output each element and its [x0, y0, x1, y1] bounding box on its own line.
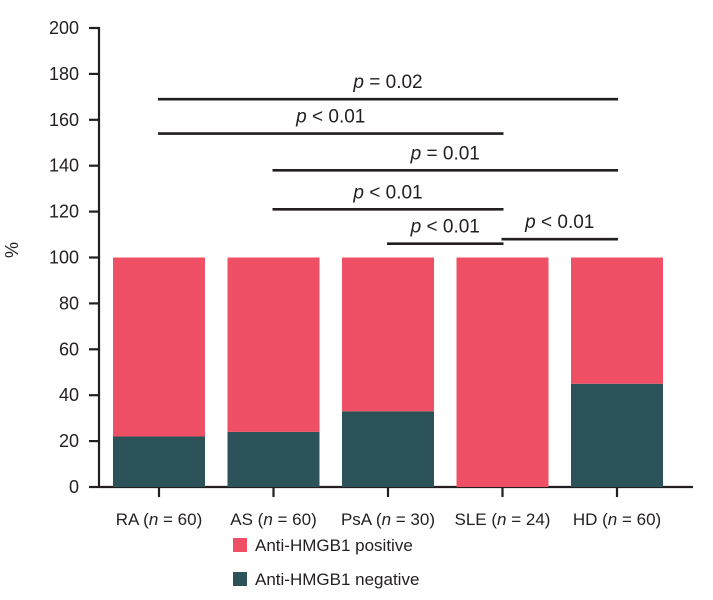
y-axis-label: % [2, 242, 22, 258]
bar-segment [113, 436, 205, 487]
bar-segment [571, 383, 663, 487]
bar-segment [227, 431, 320, 487]
y-tick-label: 60 [59, 339, 79, 359]
x-axis: RA (n = 60) AS (n = 60) PsA (n = 30) SLE (n… [99, 485, 693, 529]
bar-segment [227, 257, 320, 432]
legend-swatch [233, 572, 247, 586]
y-tick-label: 180 [49, 64, 79, 84]
legend-swatch [233, 538, 247, 552]
bar-segment [571, 257, 663, 384]
significance-label: p < 0.01 [524, 212, 594, 233]
legend-label: Anti-HMGB1 negative [255, 570, 419, 589]
x-tick-label: SLE (n = 24) [455, 510, 551, 529]
x-tick-label: PsA (n = 30) [341, 510, 435, 529]
bar-segment [342, 257, 434, 412]
y-tick-label: 100 [49, 248, 79, 268]
x-tick-label: AS (n = 60) [230, 510, 316, 529]
y-tick-label: 140 [49, 156, 79, 176]
significance-label: p = 0.02 [352, 72, 422, 93]
bar-segment [113, 257, 205, 437]
significance-label: p < 0.01 [352, 182, 422, 203]
x-tick-label: HD (n = 60) [573, 510, 661, 529]
bars [113, 257, 663, 487]
y-tick-label: 120 [49, 202, 79, 222]
y-tick-label: 0 [69, 477, 79, 497]
significance-brackets: p = 0.02 p < 0.01 p = 0.01 p < 0.01 p < 0.01… [158, 72, 618, 246]
legend-label: Anti-HMGB1 positive [255, 536, 413, 555]
y-axis: 0 20 40 60 80 100 120 140 160 180 200 [49, 18, 101, 497]
bar-segment [342, 411, 434, 487]
y-tick-label: 200 [49, 18, 79, 38]
y-tick-label: 20 [59, 431, 79, 451]
y-tick-label: 40 [59, 385, 79, 405]
significance-label: p < 0.01 [295, 107, 365, 128]
significance-label: p = 0.01 [410, 143, 480, 164]
x-tick-label: RA (n = 60) [116, 510, 202, 529]
significance-label: p < 0.01 [410, 217, 480, 238]
bar-segment [456, 257, 549, 487]
y-tick-label: 80 [59, 293, 79, 313]
legend: Anti-HMGB1 positive Anti-HMGB1 negative [233, 536, 419, 589]
y-tick-label: 160 [49, 110, 79, 130]
